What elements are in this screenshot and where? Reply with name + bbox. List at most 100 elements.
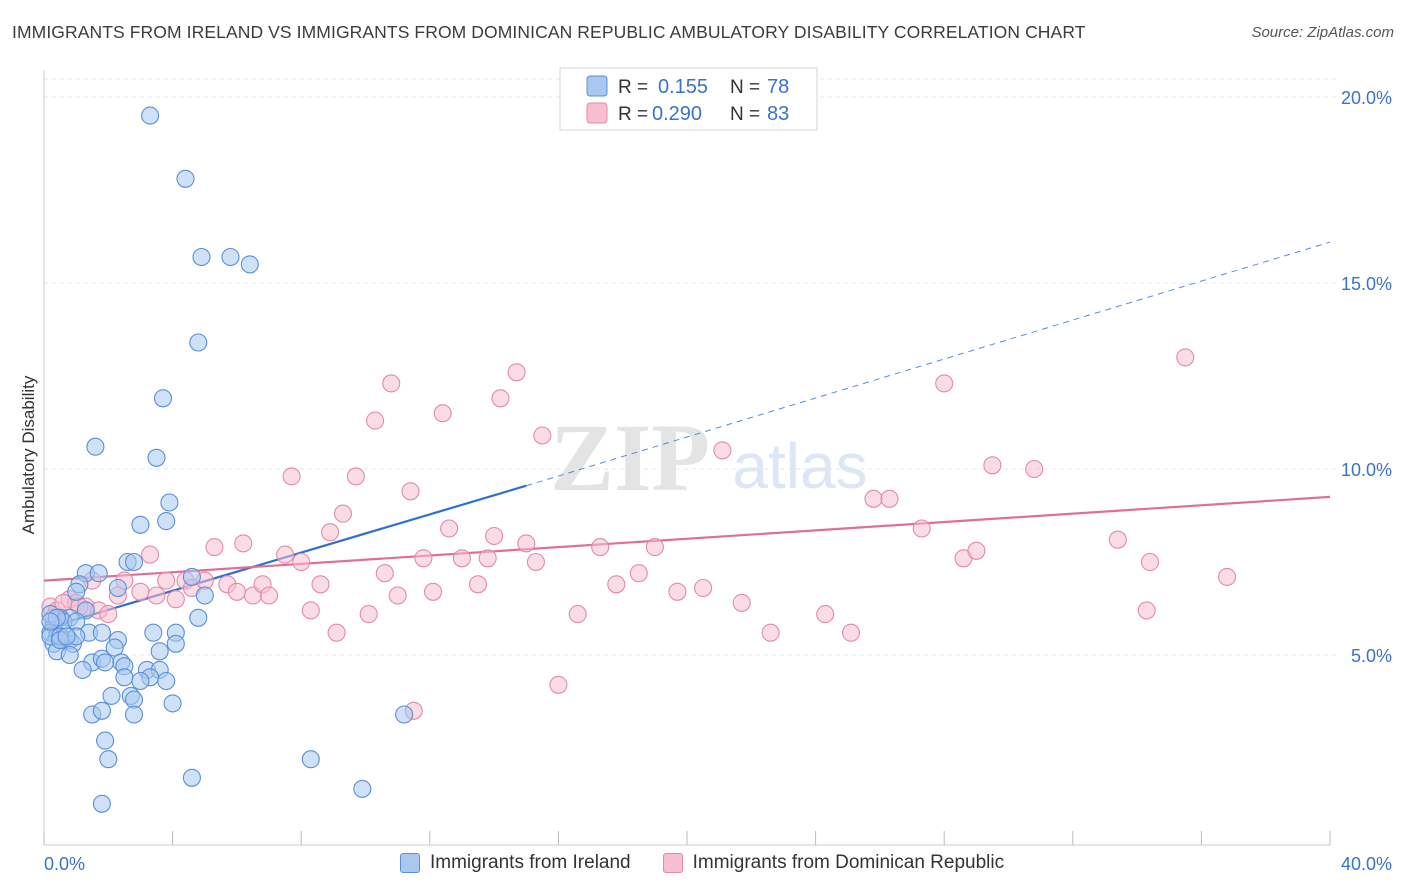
point-dominican-80 — [1218, 567, 1237, 586]
y-tick-label-0: 5.0% — [1351, 646, 1392, 666]
point-dominican-27 — [282, 467, 301, 486]
point-dominican-19 — [205, 538, 224, 557]
point-ireland-53 — [115, 668, 134, 687]
legend-n-value-ireland: 78 — [767, 76, 789, 98]
point-dominican-39 — [388, 586, 407, 605]
point-dominican-55 — [549, 675, 568, 694]
point-dominican-33 — [333, 504, 353, 523]
point-ireland-61 — [92, 701, 111, 720]
point-dominican-65 — [761, 623, 780, 642]
point-dominican-56 — [568, 605, 587, 624]
point-ireland-9 — [160, 493, 179, 512]
point-dominican-25 — [259, 586, 279, 605]
point-dominican-60 — [645, 538, 664, 557]
point-ireland-17 — [108, 578, 127, 598]
point-ireland-7 — [86, 437, 105, 456]
point-dominican-29 — [301, 601, 320, 620]
point-ireland-2 — [192, 247, 211, 267]
point-dominican-75 — [1025, 459, 1044, 479]
point-ireland-15 — [124, 552, 144, 572]
point-ireland-69 — [92, 794, 111, 813]
legend-top: R = 0.155 N = 78 R = 0.290 N = 83 — [559, 67, 818, 131]
point-dominican-8 — [99, 605, 118, 624]
point-ireland-54 — [131, 671, 150, 691]
point-dominican-77 — [1140, 552, 1160, 572]
point-ireland-75 — [41, 612, 60, 631]
source-label: Source: ZipAtlas.com — [1251, 24, 1394, 41]
legend-bottom-swatch-dominican — [662, 853, 683, 873]
x-tick-label-1: 40.0% — [1341, 854, 1392, 874]
point-ireland-36 — [144, 623, 163, 642]
tick-labels: 5.0% 10.0% 15.0% 20.0% 0.0% 40.0% — [44, 88, 1392, 874]
point-ireland-11 — [131, 515, 150, 534]
y-tick-label-1: 10.0% — [1341, 460, 1392, 480]
point-dominican-22 — [234, 534, 253, 553]
point-dominican-71 — [935, 374, 954, 393]
point-dominican-37 — [375, 564, 394, 583]
y-tick-label-2: 15.0% — [1341, 274, 1392, 294]
chart-title: IMMIGRANTS FROM IRELAND VS IMMIGRANTS FR… — [12, 22, 1086, 42]
point-dominican-43 — [423, 582, 443, 601]
legend-bottom-label-ireland: Immigrants from Ireland — [430, 852, 631, 873]
legend-swatch-ireland — [586, 75, 608, 97]
point-dominican-36 — [366, 411, 385, 430]
point-ireland-13 — [89, 564, 108, 583]
legend-r-label-dominican: R = — [618, 104, 648, 125]
watermark-atlas: atlas — [732, 430, 867, 502]
legend-r-value-ireland: 0.155 — [658, 76, 708, 98]
point-dominican-59 — [629, 564, 648, 583]
point-dominican-69 — [880, 489, 899, 508]
data-points — [41, 106, 1237, 813]
point-ireland-49 — [96, 653, 115, 672]
point-ireland-62 — [124, 705, 144, 724]
point-ireland-43 — [150, 642, 169, 661]
point-dominican-13 — [147, 586, 166, 605]
point-dominican-48 — [478, 549, 497, 568]
legend-bottom-swatch-ireland — [400, 853, 420, 873]
legend-r-label-ireland: R = — [618, 77, 648, 98]
point-dominican-53 — [526, 552, 545, 572]
point-dominican-45 — [440, 519, 459, 538]
legend-item-dominican: Immigrants from Dominican Republic — [662, 852, 1004, 874]
point-dominican-47 — [468, 575, 488, 594]
point-ireland-8 — [147, 448, 166, 467]
point-dominican-12 — [141, 545, 160, 564]
point-ireland-19 — [67, 582, 86, 601]
point-dominican-44 — [433, 404, 452, 423]
point-dominican-73 — [967, 541, 986, 560]
legend-r-value-dominican: 0.290 — [652, 103, 702, 125]
trend-line-dominican — [43, 495, 1331, 582]
legend-n-label-ireland: N = — [730, 77, 760, 98]
point-ireland-5 — [189, 333, 208, 352]
trend-line-ireland-extension — [526, 241, 1331, 487]
point-ireland-4 — [240, 255, 259, 274]
point-ireland-40 — [60, 645, 79, 665]
point-ireland-3 — [221, 247, 240, 267]
point-dominican-66 — [816, 605, 835, 624]
point-ireland-1 — [176, 169, 195, 188]
point-ireland-0 — [141, 106, 160, 125]
point-ireland-41 — [105, 638, 124, 657]
legend-swatch-dominican — [586, 102, 608, 124]
point-ireland-6 — [153, 389, 173, 408]
point-dominican-61 — [668, 582, 687, 601]
legend-item-ireland: Immigrants from Ireland — [400, 852, 631, 874]
point-dominican-68 — [864, 489, 883, 508]
point-dominican-31 — [321, 523, 340, 542]
point-dominican-46 — [452, 549, 471, 568]
legend-n-label-dominican: N = — [730, 104, 760, 125]
watermark-zip: ZIP — [550, 404, 710, 511]
point-dominican-54 — [533, 426, 552, 445]
point-dominican-32 — [327, 623, 346, 642]
point-ireland-66 — [182, 768, 201, 787]
point-ireland-48 — [73, 660, 92, 679]
point-ireland-67 — [301, 750, 320, 769]
point-dominican-34 — [346, 467, 365, 486]
point-ireland-65 — [99, 750, 118, 769]
point-ireland-38 — [189, 608, 208, 627]
point-dominican-63 — [713, 441, 732, 460]
point-ireland-59 — [163, 694, 182, 713]
point-dominican-14 — [157, 571, 176, 590]
x-tick-label-0: 0.0% — [44, 854, 85, 874]
